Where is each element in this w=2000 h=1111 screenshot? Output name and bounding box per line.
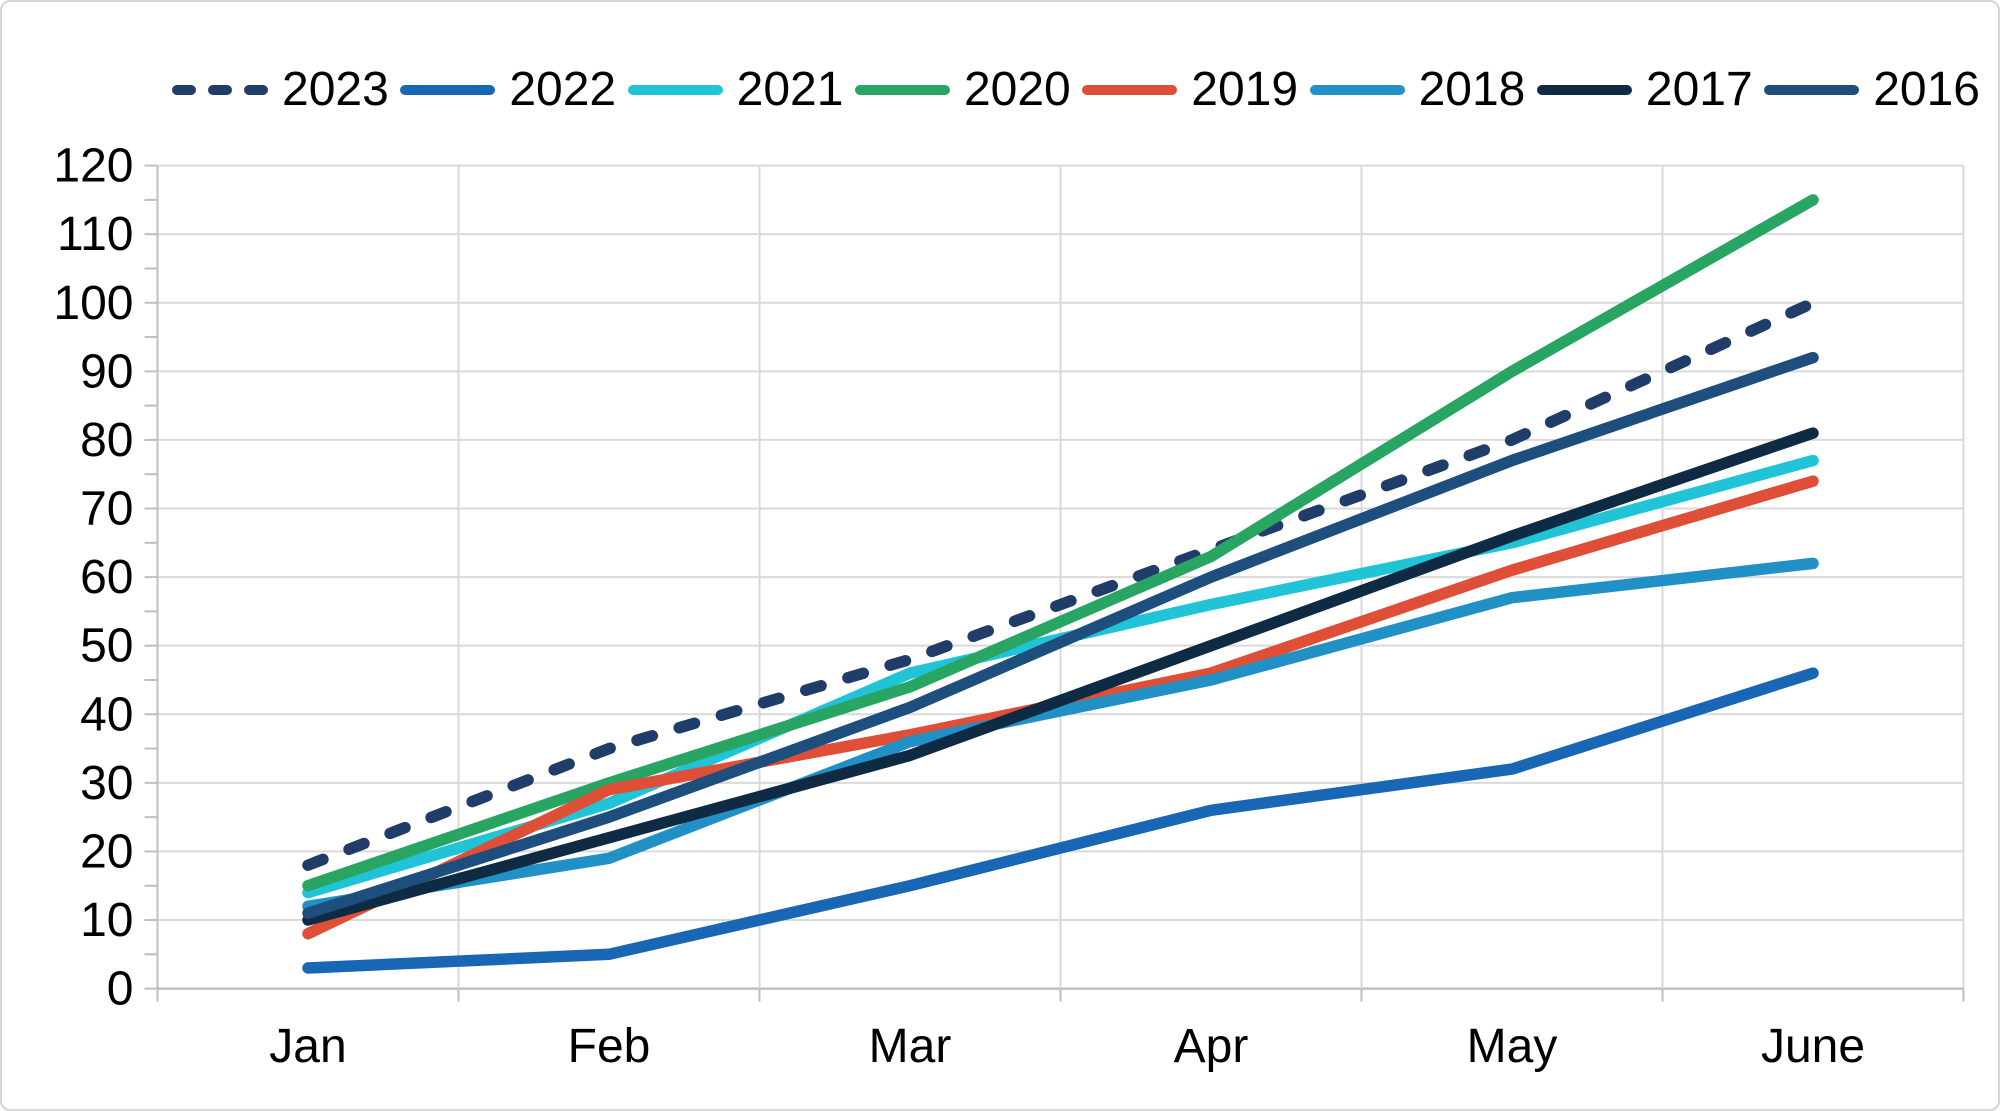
y-axis-label-90: 90 xyxy=(80,345,133,398)
x-axis-label-June: June xyxy=(1761,1020,1865,1073)
y-axis-label-20: 20 xyxy=(80,825,133,878)
x-axis-label-Mar: Mar xyxy=(869,1020,952,1073)
legend-swatch-2018 xyxy=(1309,85,1405,95)
legend-swatch-dash-2023 xyxy=(244,85,268,95)
legend-label-2017: 2017 xyxy=(1645,63,1753,116)
y-axis-label-110: 110 xyxy=(57,208,134,261)
series-line-2018 xyxy=(302,557,1819,913)
series-line-2020 xyxy=(302,194,1819,892)
legend-label-2018: 2018 xyxy=(1418,63,1526,116)
series-line-2017 xyxy=(302,427,1819,926)
y-axis-label-60: 60 xyxy=(80,551,133,604)
x-axis-label-May: May xyxy=(1467,1020,1558,1073)
legend-item-2023: 2023 xyxy=(172,66,389,114)
legend-swatch-2021 xyxy=(627,85,723,95)
legend-item-2016: 2016 xyxy=(1764,66,1980,114)
legend-label-2019: 2019 xyxy=(1191,63,1299,116)
y-axis-label-70: 70 xyxy=(80,483,133,536)
legend-swatch-dash-2023 xyxy=(208,85,232,95)
legend-swatch-2022 xyxy=(400,85,496,95)
y-axis-label-80: 80 xyxy=(80,414,133,467)
series-line-2023 xyxy=(302,297,1819,871)
legend-label-2020: 2020 xyxy=(963,63,1071,116)
legend-label-2016: 2016 xyxy=(1873,63,1980,116)
legend-item-2018: 2018 xyxy=(1309,63,1526,116)
y-axis-label-50: 50 xyxy=(80,620,133,673)
y-axis-label-10: 10 xyxy=(80,894,133,947)
y-axis-label-40: 40 xyxy=(80,688,133,741)
legend-swatch-2023 xyxy=(172,85,268,95)
legend-swatch-dash-2023 xyxy=(172,85,196,95)
x-axis-label-Feb: Feb xyxy=(568,1020,651,1073)
legend-label-2022: 2022 xyxy=(509,63,617,116)
y-axis-label-0: 0 xyxy=(107,963,134,1016)
series-line-2016 xyxy=(302,351,1819,919)
legend-label-2021: 2021 xyxy=(736,63,844,116)
legend-swatch-2017 xyxy=(1536,85,1632,95)
legend-label-2023: 2023 xyxy=(282,63,389,116)
legend-item-2020: 2020 xyxy=(854,63,1071,116)
y-axis-label-100: 100 xyxy=(53,277,133,330)
y-axis-label-120: 120 xyxy=(53,140,133,193)
chart-legend: 2023 2022 2021 2020 2019 2018 2017 2016 xyxy=(172,60,1980,120)
x-axis-label-Apr: Apr xyxy=(1174,1020,1249,1073)
legend-item-2021: 2021 xyxy=(627,63,844,116)
series-line-2022 xyxy=(302,667,1819,974)
legend-swatch-2019 xyxy=(1082,85,1178,95)
legend-item-2019: 2019 xyxy=(1082,66,1298,114)
legend-swatch-2016 xyxy=(1764,85,1860,95)
y-axis-label-30: 30 xyxy=(80,757,133,810)
legend-item-2017: 2017 xyxy=(1536,63,1753,116)
legend-swatch-2020 xyxy=(854,85,950,95)
legend-item-2022: 2022 xyxy=(400,66,616,114)
x-axis-label-Jan: Jan xyxy=(269,1020,346,1073)
